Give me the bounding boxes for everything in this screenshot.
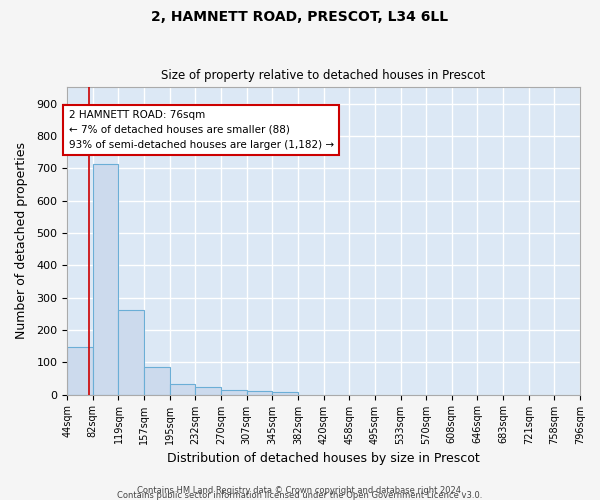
Bar	[221, 390, 247, 394]
Bar	[272, 392, 298, 394]
Bar	[93, 164, 118, 394]
Bar	[170, 384, 196, 394]
Text: Contains HM Land Registry data © Crown copyright and database right 2024.: Contains HM Land Registry data © Crown c…	[137, 486, 463, 495]
Bar	[67, 346, 93, 395]
Text: 2 HAMNETT ROAD: 76sqm
← 7% of detached houses are smaller (88)
93% of semi-detac: 2 HAMNETT ROAD: 76sqm ← 7% of detached h…	[68, 110, 334, 150]
Title: Size of property relative to detached houses in Prescot: Size of property relative to detached ho…	[161, 69, 486, 82]
Bar	[247, 392, 272, 394]
Bar	[196, 387, 221, 394]
Y-axis label: Number of detached properties: Number of detached properties	[15, 142, 28, 340]
Bar	[144, 367, 170, 394]
Text: Contains public sector information licensed under the Open Government Licence v3: Contains public sector information licen…	[118, 491, 482, 500]
X-axis label: Distribution of detached houses by size in Prescot: Distribution of detached houses by size …	[167, 452, 480, 465]
Text: 2, HAMNETT ROAD, PRESCOT, L34 6LL: 2, HAMNETT ROAD, PRESCOT, L34 6LL	[151, 10, 449, 24]
Bar	[118, 310, 144, 394]
